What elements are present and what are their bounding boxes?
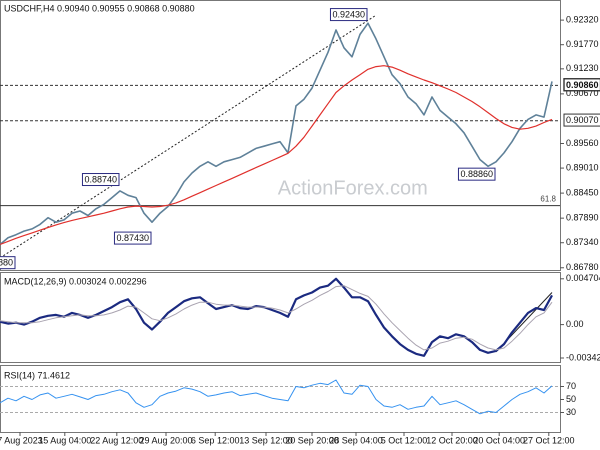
price-annotation-box [0, 256, 16, 270]
price-annotation: 0.88860 [460, 169, 493, 179]
y-tick-label: 70 [566, 381, 576, 391]
price-annotation: 0.88740 [84, 175, 117, 185]
level-label: 0.90860 [566, 80, 599, 90]
y-tick-label: 0.87340 [566, 237, 599, 247]
price-annotation: 0.92430 [332, 10, 365, 20]
x-tick-label: 13 Sep 12:00 [239, 435, 293, 445]
watermark: ActionForex.com [278, 177, 428, 199]
y-tick-label: 0.86780 [566, 262, 599, 272]
y-tick-label: 30 [566, 407, 576, 417]
price-annotation-box [81, 173, 120, 187]
rsi-panel [0, 365, 561, 433]
y-tick-label: 0.004704 [566, 273, 600, 283]
x-tick-label: 7 Aug 2023 [0, 435, 43, 445]
y-tick-label: 0.00 [566, 319, 584, 329]
y-tick-label: 0.88450 [566, 187, 599, 197]
series-line [0, 379, 553, 415]
x-tick-label: 6 Sep 12:00 [191, 435, 240, 445]
x-tick-label: 15 Aug 04:00 [38, 435, 91, 445]
y-tick-label: 0.89010 [566, 162, 599, 172]
x-tick-label: 5 Oct 12:00 [381, 435, 428, 445]
y-tick-label: 0.87890 [566, 213, 599, 223]
price-annotation-box [329, 8, 368, 22]
x-tick-label: 27 Oct 12:00 [523, 435, 575, 445]
x-tick-label: 22 Aug 12:00 [90, 435, 143, 445]
x-tick-label: 20 Oct 04:00 [473, 435, 525, 445]
y-tick-label: 0.91230 [566, 63, 599, 73]
y-tick-label: 0.92320 [566, 14, 599, 24]
level-name: 61.8 [540, 195, 556, 204]
trendline [0, 14, 377, 259]
y-tick-label: 0.91770 [566, 39, 599, 49]
series-line [0, 277, 553, 357]
macd-panel [0, 272, 561, 363]
y-tick-label: 50 [566, 394, 576, 404]
panel-title: USDCHF,H4 0.90940 0.90955 0.90868 0.9088… [4, 3, 195, 13]
x-tick-label: 28 Sep 04:00 [329, 435, 383, 445]
price-annotation-box [457, 167, 496, 181]
x-tick-label: 20 Sep 20:00 [285, 435, 339, 445]
series-line [0, 285, 553, 351]
level-label: 0.90070 [566, 115, 599, 125]
series-line [0, 22, 553, 246]
level-label-box [563, 113, 600, 127]
panel-title: MACD(12,26,9) 0.003024 0.002296 [4, 276, 147, 286]
price-annotation: 0.87430 [116, 233, 149, 243]
price-panel [0, 0, 561, 271]
price-annotation-box [113, 231, 152, 245]
level-label-box [563, 78, 600, 92]
y-tick-label: 0.90670 [566, 88, 599, 98]
series-line [0, 65, 553, 246]
y-tick-label: 0.89560 [566, 138, 599, 148]
x-tick-label: 29 Aug 20:00 [139, 435, 192, 445]
y-tick-label: -0.003429 [566, 352, 600, 362]
panel-title: RSI(14) 71.4612 [4, 370, 70, 380]
x-tick-label: 12 Oct 20:00 [426, 435, 478, 445]
price-annotation: 0.86880 [0, 258, 13, 268]
